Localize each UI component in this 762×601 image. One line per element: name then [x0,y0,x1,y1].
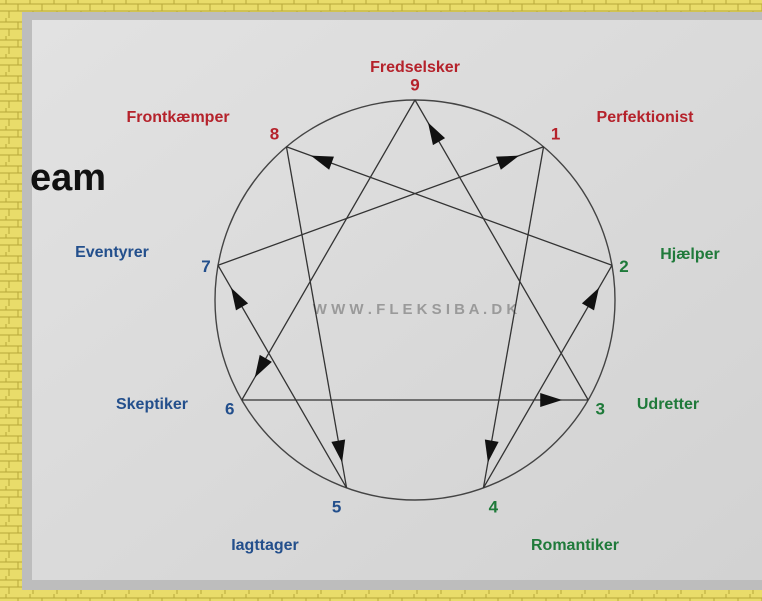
node-number: 4 [489,497,499,516]
arrowhead [331,439,346,463]
connector [414,99,589,401]
arrowhead [231,287,249,311]
arrowhead [428,122,446,146]
node-label: Eventyrer [75,244,149,261]
node-label: Iagttager [231,537,299,554]
node-label: Fredselsker [370,59,460,76]
node-number: 6 [225,399,234,418]
node-label: Frontkæmper [126,109,229,126]
arrowhead [496,155,520,170]
node-label: Skeptiker [116,396,188,413]
node-number: 5 [332,497,341,516]
arrowhead [254,354,272,378]
node-label: Perfektionist [597,109,695,126]
panel [32,20,762,580]
connector [286,146,613,266]
watermark: W W W . F L E K S I B A . D K [313,301,518,318]
node-label: Romantiker [531,537,619,554]
node-number: 8 [270,124,279,143]
node-number: 7 [201,257,210,276]
node-number: 1 [551,124,560,143]
arrowhead [581,287,599,311]
node-number: 9 [410,75,419,94]
heading-fragment: eam [30,157,106,199]
node-number: 2 [619,257,628,276]
node-label: Udretter [637,396,699,413]
connector [482,146,545,489]
arrowhead [484,439,499,463]
connector [285,146,348,489]
node-number: 3 [595,399,604,418]
arrowhead [540,393,563,407]
node-label: Hjælper [660,246,720,263]
connector [241,99,416,401]
connector [217,146,544,266]
arrowhead [310,155,334,170]
